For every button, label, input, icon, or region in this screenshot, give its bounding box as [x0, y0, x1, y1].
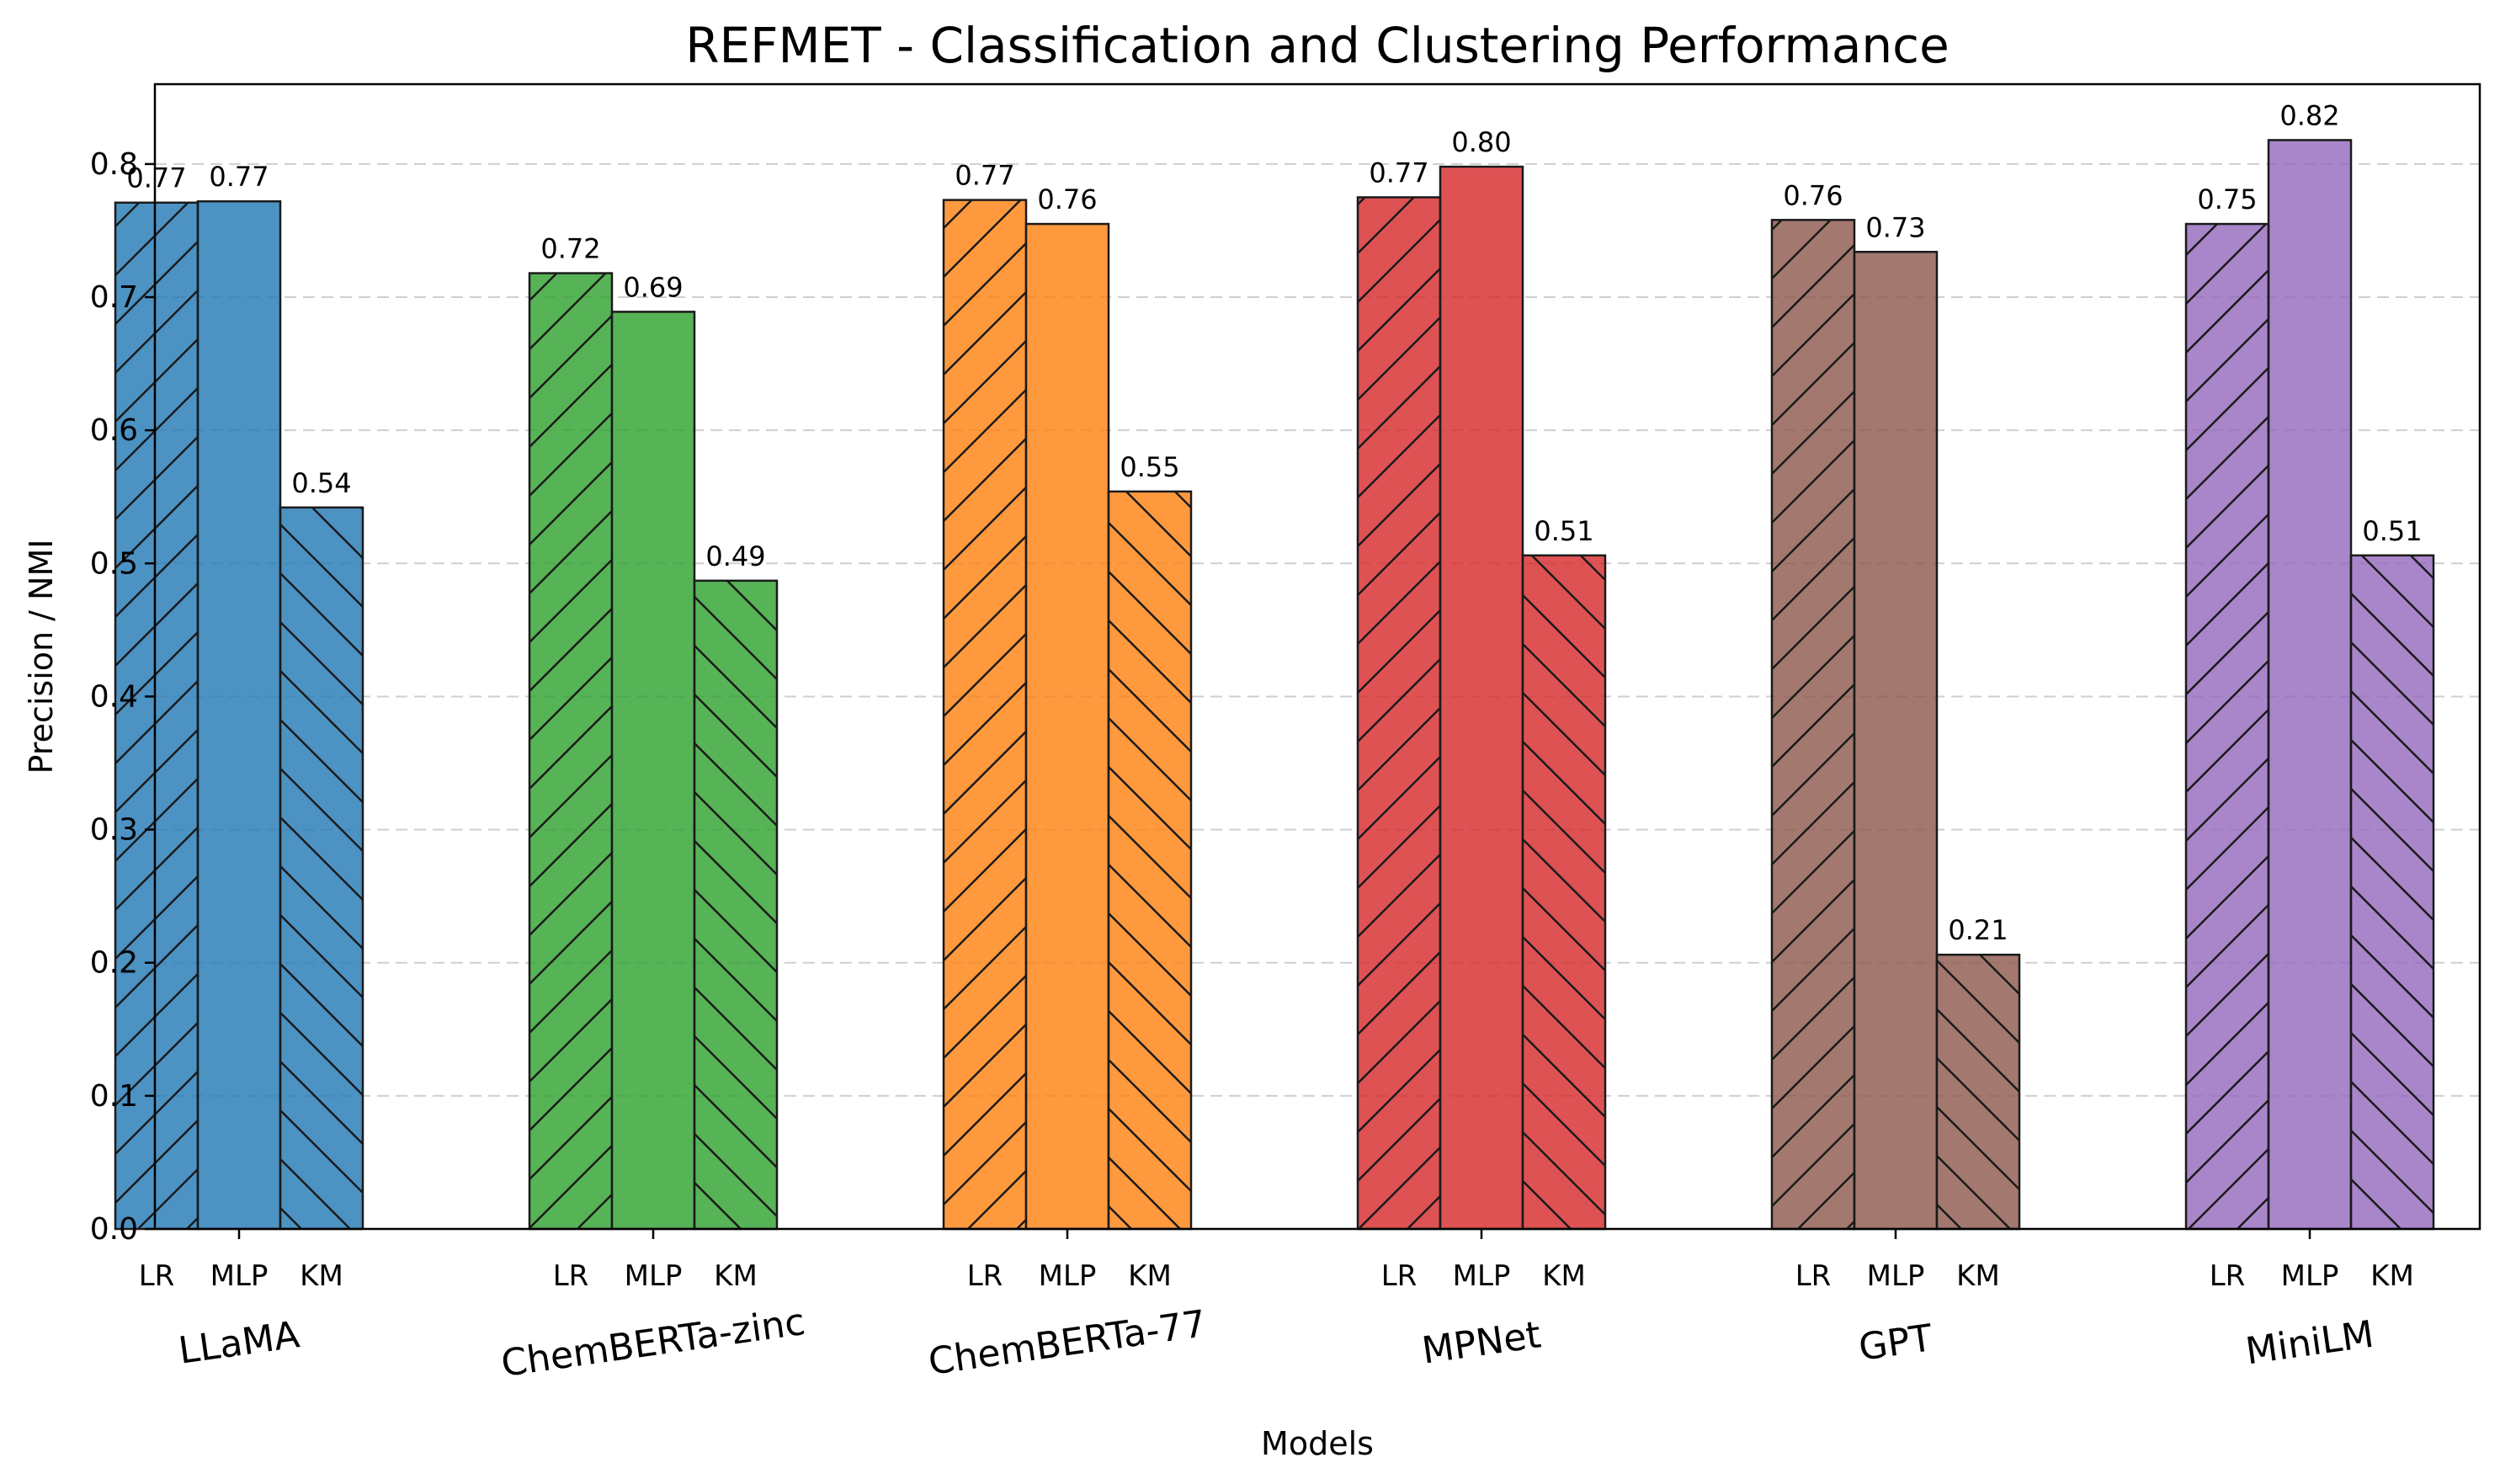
sub-category-label: KM	[2370, 1259, 2414, 1293]
data-label: 0.51	[2362, 515, 2422, 547]
sub-category-label: MLP	[1867, 1259, 1925, 1293]
data-label: 0.77	[1369, 157, 1428, 189]
y-tick-label: 0.7	[90, 280, 138, 315]
bar-gpt-mlp	[1854, 252, 1937, 1229]
x-axis-label: Models	[1261, 1425, 1374, 1462]
bar-chemberta-zinc-mlp	[612, 311, 694, 1230]
y-tick-label: 0.8	[90, 147, 138, 182]
data-label: 0.69	[623, 271, 683, 303]
sub-category-label: MLP	[2281, 1259, 2339, 1293]
y-axis-label: Precision / NMI	[23, 540, 60, 774]
x-tick-label: MiniLM	[2243, 1313, 2376, 1374]
sub-category-label: KM	[1542, 1259, 1586, 1293]
sub-category-label: KM	[1128, 1259, 1172, 1293]
data-label: 0.82	[2279, 99, 2339, 131]
data-label: 0.49	[705, 540, 765, 572]
x-tick-label: ChemBERTa-77	[926, 1302, 1209, 1384]
data-label: 0.77	[126, 162, 186, 194]
sub-category-label: LR	[1795, 1259, 1832, 1293]
sub-category-label: KM	[1956, 1259, 2000, 1293]
bar-llama-mlp	[198, 201, 280, 1229]
y-tick-label: 0.5	[90, 546, 138, 581]
sub-category-label: LR	[553, 1259, 589, 1293]
data-label: 0.80	[1451, 126, 1511, 158]
bar-hatch	[2351, 555, 2434, 1229]
bar-mpnet-mlp	[1440, 167, 1523, 1229]
y-tick-label: 0.1	[90, 1079, 138, 1114]
x-tick-label: ChemBERTa-zinc	[498, 1300, 807, 1386]
sub-category-label: LR	[1381, 1259, 1418, 1293]
sub-category-label: LR	[2210, 1259, 2246, 1293]
bar-hatch	[115, 202, 198, 1230]
axis-ticks: 0.00.10.20.30.40.50.60.70.8LR MLP KMLLaMAL…	[90, 147, 2414, 1386]
plot-frame	[153, 82, 2481, 1231]
bar-hatch	[1358, 197, 1440, 1230]
sub-category-label: KM	[300, 1259, 343, 1293]
sub-category-label: MLP	[1039, 1259, 1097, 1293]
data-label: 0.76	[1037, 184, 1097, 215]
y-tick-label: 0.0	[90, 1212, 138, 1247]
data-label: 0.72	[540, 233, 600, 265]
bar-minilm-mlp	[2269, 140, 2351, 1230]
data-label: 0.51	[1534, 515, 1593, 547]
y-tick-label: 0.6	[90, 413, 138, 448]
y-tick-label: 0.3	[90, 813, 138, 848]
bar-hatch	[1109, 491, 1191, 1229]
gridlines	[155, 162, 2480, 1230]
sub-category-label: MLP	[1453, 1259, 1511, 1293]
x-tick-label: GPT	[1856, 1316, 1935, 1370]
data-label: 0.54	[291, 467, 351, 499]
data-labels: 0.77 0.77 0.54 0.72 0.69 0.49 0.77 0.76 0.55 0.77…	[126, 99, 2422, 946]
bar-hatch	[694, 580, 777, 1229]
bar-hatch	[280, 507, 363, 1229]
data-label: 0.76	[1783, 179, 1843, 211]
bar-hatch	[1523, 555, 1605, 1229]
y-tick-label: 0.2	[90, 946, 138, 981]
data-label: 0.55	[1120, 451, 1179, 483]
bar-hatch	[944, 199, 1026, 1229]
bar-hatch	[2186, 224, 2269, 1229]
sub-category-label: MLP	[210, 1259, 269, 1293]
bar-hatch	[1937, 955, 2019, 1229]
data-label: 0.77	[209, 161, 269, 193]
bars	[114, 139, 2435, 1231]
data-label: 0.21	[1948, 914, 2008, 946]
bar-hatch	[1772, 220, 1854, 1229]
sub-category-label: MLP	[625, 1259, 683, 1293]
x-tick-label: LLaMA	[176, 1313, 302, 1373]
sub-category-label: LR	[967, 1259, 1003, 1293]
data-label: 0.77	[955, 160, 1014, 192]
x-tick-label: MPNet	[1419, 1313, 1543, 1372]
chart-title: REFMET - Classification and Clustering P…	[685, 17, 1949, 74]
data-label: 0.75	[2197, 184, 2257, 215]
sub-category-label: LR	[139, 1259, 175, 1293]
y-tick-label: 0.4	[90, 679, 138, 714]
bar-hatch	[529, 273, 612, 1230]
data-label: 0.73	[1865, 211, 1925, 243]
bar-chemberta-77-mlp	[1026, 224, 1109, 1229]
sub-category-label: KM	[714, 1259, 758, 1293]
